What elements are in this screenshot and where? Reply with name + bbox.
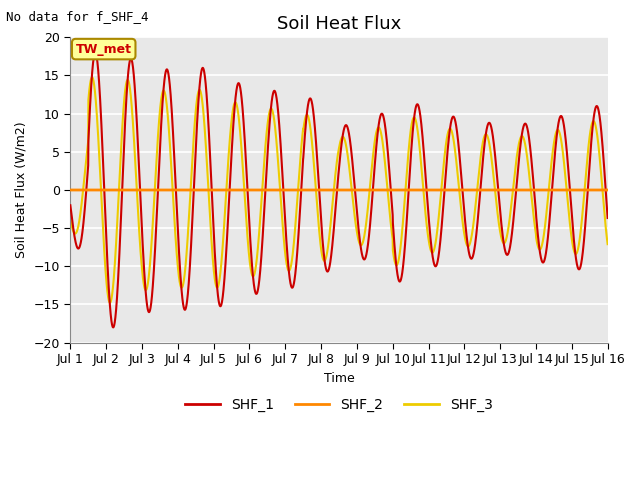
SHF_3 <box>272 132 280 138</box>
SHF_1 <box>389 218 397 224</box>
SHF_1 <box>416 110 424 116</box>
SHF_2 <box>467 187 475 193</box>
Text: No data for f_SHF_4: No data for f_SHF_4 <box>6 10 149 23</box>
SHF_3 <box>604 241 611 247</box>
SHF_3 <box>389 247 397 252</box>
SHF_2 <box>416 187 424 193</box>
Title: Soil Heat Flux: Soil Heat Flux <box>277 15 401 33</box>
SHF_1 <box>92 50 99 56</box>
SHF_2 <box>604 187 611 193</box>
SHF_3 <box>106 300 114 306</box>
SHF_1 <box>109 324 117 330</box>
SHF_1 <box>468 256 476 262</box>
Line: SHF_1: SHF_1 <box>70 53 607 327</box>
SHF_2 <box>508 187 516 193</box>
SHF_1 <box>67 203 74 208</box>
SHF_2 <box>67 187 74 193</box>
SHF_2 <box>164 187 172 193</box>
SHF_3 <box>67 216 74 222</box>
SHF_2 <box>388 187 396 193</box>
Line: SHF_3: SHF_3 <box>70 77 607 303</box>
SHF_1 <box>604 215 611 221</box>
Text: TW_met: TW_met <box>76 43 132 56</box>
SHF_3 <box>508 193 516 199</box>
Legend: SHF_1, SHF_2, SHF_3: SHF_1, SHF_2, SHF_3 <box>179 392 499 418</box>
SHF_3 <box>468 234 476 240</box>
SHF_3 <box>416 149 424 155</box>
SHF_1 <box>164 70 172 75</box>
SHF_1 <box>272 91 280 97</box>
SHF_2 <box>272 187 280 193</box>
SHF_3 <box>88 74 96 80</box>
SHF_1 <box>508 228 516 233</box>
X-axis label: Time: Time <box>324 372 355 384</box>
SHF_3 <box>164 117 172 123</box>
Y-axis label: Soil Heat Flux (W/m2): Soil Heat Flux (W/m2) <box>15 122 28 258</box>
